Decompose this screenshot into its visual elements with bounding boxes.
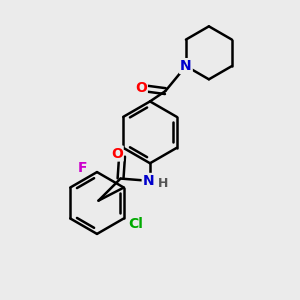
Text: O: O xyxy=(111,146,123,161)
Text: N: N xyxy=(180,59,192,73)
Text: H: H xyxy=(158,177,168,190)
Text: O: O xyxy=(135,81,147,95)
Text: Cl: Cl xyxy=(129,217,144,231)
Text: N: N xyxy=(143,174,154,188)
Text: F: F xyxy=(77,161,87,175)
